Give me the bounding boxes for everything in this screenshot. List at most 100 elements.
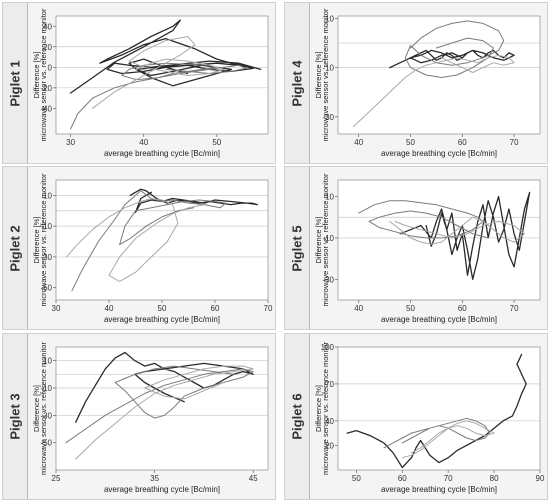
series-line-2	[383, 417, 490, 449]
panel-tab-piglet-4: Piglet 4	[285, 3, 310, 163]
x-tick-label: 50	[158, 304, 167, 313]
x-axis-label: average breathing cycle [Bc/min]	[381, 149, 497, 158]
y-tick-label: -30	[40, 411, 52, 420]
x-axis-label: average breathing cycle [Bc/min]	[104, 149, 220, 158]
plot-piglet-3: 25 35 45 10 -10 -30 -50 average breathing cycle…	[32, 342, 269, 494]
series-line-3	[92, 36, 225, 109]
y-tick-label: -50	[40, 439, 52, 448]
series-line-2	[65, 365, 254, 444]
y-tick-label: -40	[40, 104, 52, 113]
plot-piglet-1: 30 40 50 40 20 0 -20 -40 average breathing cycle…	[32, 8, 269, 158]
x-tick-label: 25	[52, 474, 61, 483]
panel-tab-piglet-5: Piglet 5	[285, 167, 310, 329]
y-axis-label-line-2: microwave sensor vs. reference monitor	[39, 173, 48, 306]
panel-label: Piglet 6	[289, 393, 305, 440]
y-tick-label: -30	[40, 253, 52, 262]
plot-area	[337, 15, 541, 135]
series-line-2	[71, 190, 227, 292]
panel-label: Piglet 4	[289, 59, 305, 107]
y-tick-label: -30	[322, 113, 334, 122]
series-line-3	[66, 198, 205, 282]
y-tick-label: 70	[325, 380, 334, 389]
y-axis-label-line-1: Difference [%]	[314, 217, 323, 264]
y-axis-label-line-1: Difference [%]	[32, 52, 41, 99]
series-line-3	[401, 420, 495, 459]
x-tick-label: 50	[212, 138, 221, 147]
y-tick-label: 10	[43, 357, 52, 366]
y-tick-label: 0	[48, 63, 53, 72]
x-tick-label: 40	[354, 304, 363, 313]
x-tick-label: 60	[458, 138, 467, 147]
x-tick-label: 30	[66, 138, 75, 147]
x-axis-label: average breathing cycle [Bc/min]	[381, 485, 497, 494]
plot-piglet-6: 50 60 70 80 90 100 70 40 20 average breathing cyc…	[314, 342, 545, 494]
y-tick-label: 20	[43, 43, 52, 52]
x-tick-label: 90	[536, 474, 545, 483]
y-tick-label: -10	[40, 222, 52, 231]
y-tick-label: -10	[40, 384, 52, 393]
y-tick-label: -30	[322, 275, 334, 284]
x-tick-label: 80	[490, 474, 499, 483]
x-tick-label: 60	[398, 474, 407, 483]
y-tick-label: 100	[321, 343, 335, 352]
y-tick-label: 10	[43, 191, 52, 200]
series-line-1	[129, 188, 259, 213]
y-tick-label: -10	[322, 64, 334, 73]
x-axis-label: average breathing cycle [Bc/min]	[104, 315, 220, 324]
series-line-2	[404, 20, 505, 78]
y-axis-label-line-1: Difference [%]	[314, 52, 323, 99]
panel-tab-piglet-6: Piglet 6	[285, 334, 310, 499]
x-tick-label: 40	[139, 138, 148, 147]
panel-tab-piglet-3: Piglet 3	[3, 334, 28, 499]
y-axis-label-line-2: microwave sensor vs. reference monitor	[39, 8, 48, 141]
plot-piglet-5: 40 50 60 70 10 -10 -30 average breathing cycle …	[314, 173, 541, 324]
x-tick-label: 40	[354, 138, 363, 147]
x-tick-label: 50	[406, 304, 415, 313]
y-tick-label: -50	[40, 284, 52, 293]
x-tick-label: 45	[249, 474, 258, 483]
y-tick-label: 10	[325, 14, 334, 23]
y-axis-label-line-1: Difference [%]	[32, 385, 41, 432]
y-tick-label: 10	[325, 193, 334, 202]
y-tick-label: 20	[325, 441, 334, 450]
x-tick-label: 50	[406, 138, 415, 147]
x-axis-label: average breathing cycle [Bc/min]	[381, 315, 497, 324]
panel-label: Piglet 3	[7, 393, 23, 440]
panel-label: Piglet 5	[289, 224, 305, 272]
panel-tab-piglet-1: Piglet 1	[3, 3, 28, 163]
y-tick-label: 40	[43, 22, 52, 31]
y-axis-label-line-2: microwave sensor vs. reference monitor	[39, 342, 48, 475]
y-axis-label-line-1: Difference [%]	[314, 385, 323, 432]
series-line-1	[346, 353, 527, 469]
y-tick-label: -10	[322, 234, 334, 243]
x-tick-label: 70	[510, 138, 519, 147]
x-tick-label: 30	[52, 304, 61, 313]
series-line-3	[353, 54, 515, 128]
x-tick-label: 40	[105, 304, 114, 313]
panel-label: Piglet 1	[7, 59, 23, 107]
series-line-3	[389, 216, 525, 245]
x-tick-label: 60	[458, 304, 467, 313]
plot-area	[55, 179, 269, 301]
plot-piglet-2: 30 40 50 60 70 10 -10 -30 -50 average breathing c…	[32, 173, 273, 324]
x-tick-label: 70	[264, 304, 273, 313]
series-line-2	[70, 62, 247, 130]
series-line-2	[358, 200, 489, 239]
y-axis-label-line-2: microwave sensor vs. reference monitor	[321, 342, 330, 475]
series-line-3	[75, 365, 254, 460]
y-axis-label-line-1: Difference [%]	[32, 217, 41, 264]
plot-area	[55, 15, 269, 135]
x-axis-label: average breathing cycle [Bc/min]	[104, 485, 220, 494]
plot-piglet-4: 40 50 60 70 10 -10 -30 average breathing cycle …	[314, 8, 541, 158]
y-tick-label: -20	[40, 84, 52, 93]
x-tick-label: 35	[150, 474, 159, 483]
y-tick-label: 40	[325, 417, 334, 426]
panel-tab-piglet-2: Piglet 2	[3, 167, 28, 329]
x-tick-label: 70	[510, 304, 519, 313]
x-tick-label: 70	[444, 474, 453, 483]
y-axis-label-line-2: microwave sensor vs. reference monitor	[321, 8, 330, 141]
y-axis-label-line-2: microwave sensor vs. reference monitor	[321, 173, 330, 306]
x-tick-label: 60	[211, 304, 220, 313]
x-tick-label: 50	[352, 474, 361, 483]
plot-area	[55, 346, 269, 471]
